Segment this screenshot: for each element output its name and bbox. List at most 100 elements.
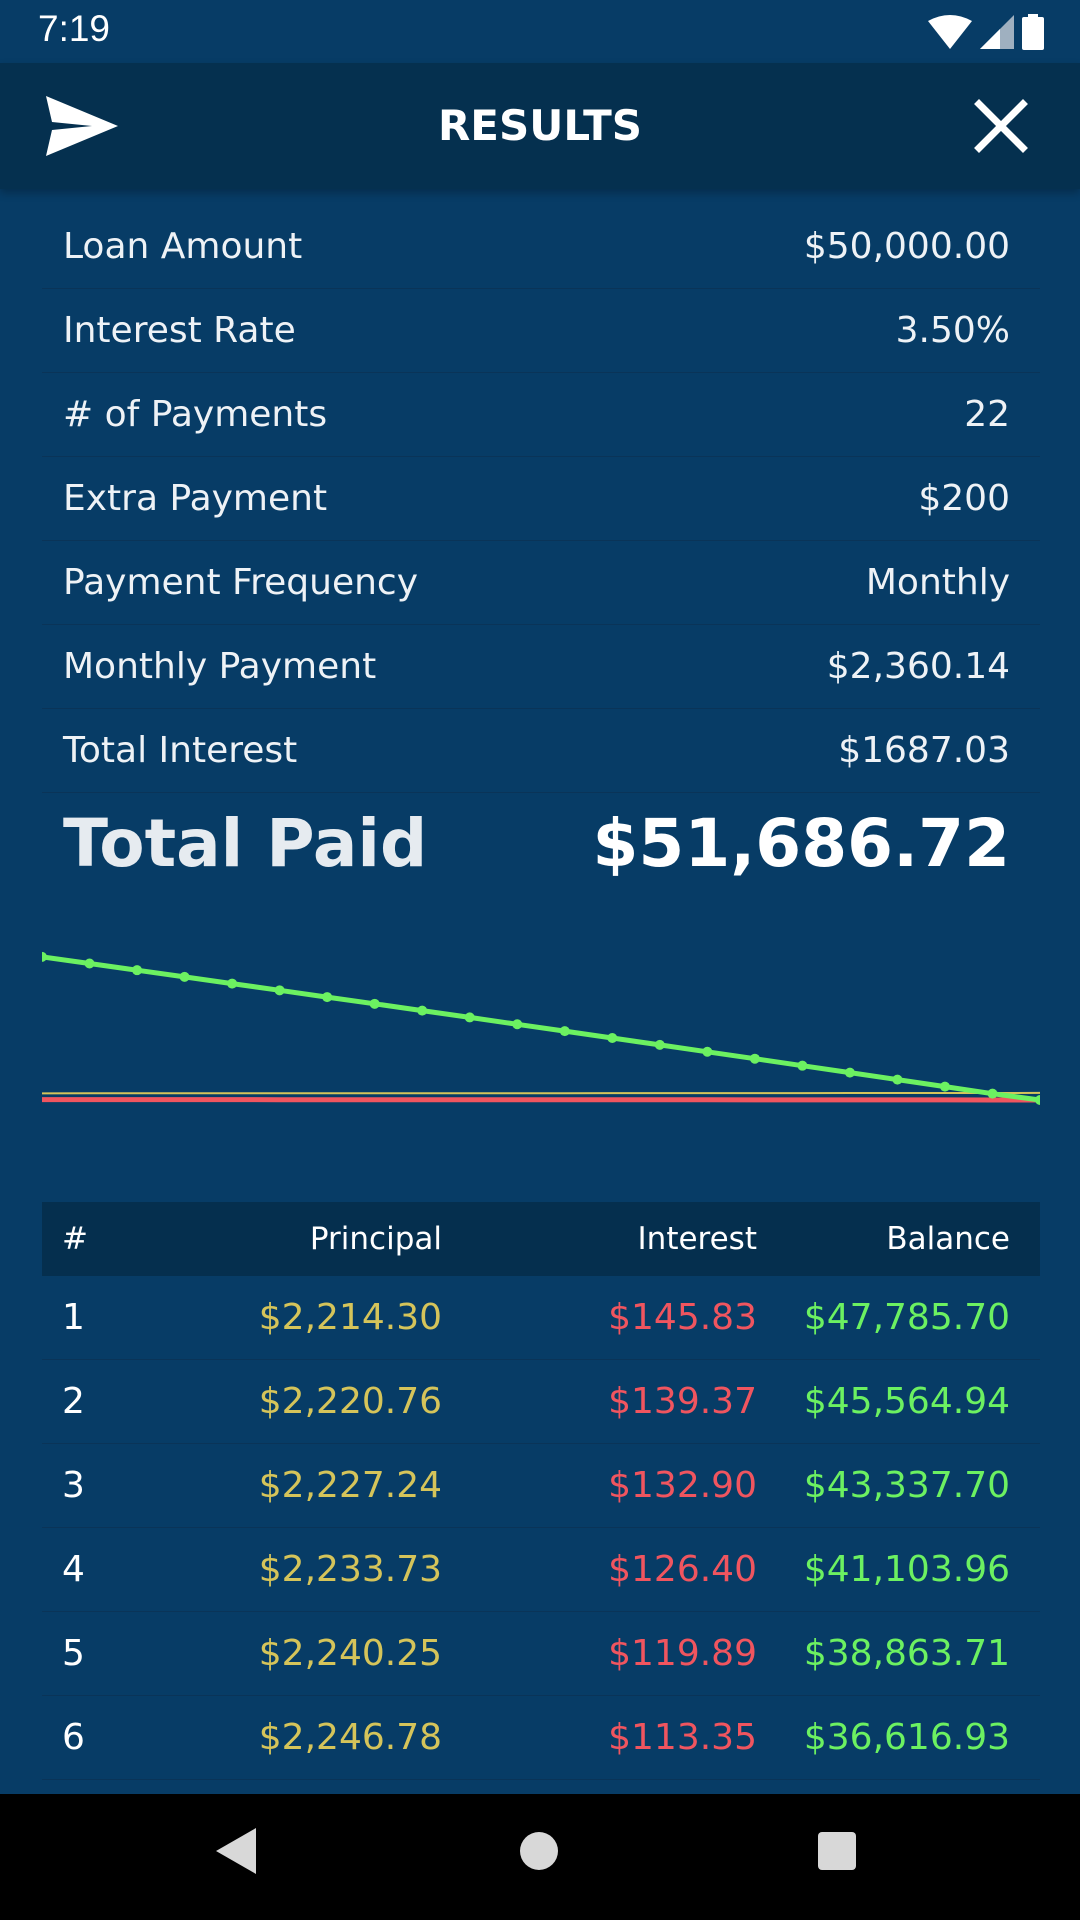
data-point bbox=[132, 965, 143, 976]
table-row: 4 $2,233.73 $126.40 $41,103.96 bbox=[42, 1528, 1040, 1612]
table-row: 3 $2,227.24 $132.90 $43,337.70 bbox=[42, 1444, 1040, 1528]
summary-label: # of Payments bbox=[63, 394, 328, 435]
row-balance: $38,863.71 bbox=[803, 1633, 1010, 1674]
table-header: # Principal Interest Balance bbox=[42, 1202, 1040, 1276]
summary-row-payment-frequency: Payment Frequency Monthly bbox=[42, 541, 1040, 625]
summary-row-extra-payment: Extra Payment $200 bbox=[42, 457, 1040, 541]
series-line-1 bbox=[42, 1091, 1040, 1095]
system-nav-bar bbox=[0, 1794, 1080, 1920]
wifi-icon bbox=[928, 15, 972, 49]
header-balance: Balance bbox=[886, 1221, 1010, 1257]
home-icon[interactable] bbox=[520, 1832, 558, 1870]
amortization-chart bbox=[42, 951, 1040, 1105]
row-interest: $139.37 bbox=[608, 1381, 757, 1422]
data-point bbox=[749, 1053, 760, 1064]
row-principal: $2,233.73 bbox=[258, 1549, 442, 1590]
row-num: 4 bbox=[62, 1549, 85, 1590]
row-balance: $45,564.94 bbox=[803, 1381, 1010, 1422]
total-paid-label: Total Paid bbox=[63, 804, 428, 882]
summary-label: Total Interest bbox=[63, 730, 298, 771]
signal-icon bbox=[980, 15, 1014, 49]
data-point bbox=[512, 1019, 523, 1030]
row-interest: $119.89 bbox=[608, 1633, 757, 1674]
recent-apps-icon[interactable] bbox=[818, 1832, 856, 1870]
row-balance: $47,785.70 bbox=[803, 1297, 1010, 1338]
data-point bbox=[179, 971, 190, 982]
row-num: 1 bbox=[62, 1297, 85, 1338]
data-point bbox=[464, 1012, 475, 1023]
app-bar: RESULTS bbox=[0, 63, 1080, 189]
row-num: 6 bbox=[62, 1717, 85, 1758]
row-principal: $2,246.78 bbox=[258, 1717, 442, 1758]
summary-value: $50,000.00 bbox=[803, 226, 1010, 267]
row-num: 3 bbox=[62, 1465, 85, 1506]
data-point bbox=[417, 1005, 428, 1016]
row-balance: $41,103.96 bbox=[803, 1549, 1010, 1590]
row-principal: $2,220.76 bbox=[258, 1381, 442, 1422]
battery-icon bbox=[1022, 14, 1044, 50]
summary-value: $200 bbox=[918, 478, 1010, 519]
status-bar: 7:19 bbox=[0, 0, 1080, 63]
row-num: 5 bbox=[62, 1633, 85, 1674]
summary-row-total-interest: Total Interest $1687.03 bbox=[42, 709, 1040, 793]
data-point bbox=[607, 1032, 618, 1043]
series-line-0 bbox=[42, 954, 1040, 1103]
data-point bbox=[42, 951, 47, 962]
row-interest: $132.90 bbox=[608, 1465, 757, 1506]
header-principal: Principal bbox=[309, 1221, 442, 1257]
row-principal: $2,214.30 bbox=[258, 1297, 442, 1338]
summary-value: 22 bbox=[964, 394, 1010, 435]
send-icon[interactable] bbox=[46, 96, 118, 156]
summary-value: 3.50% bbox=[895, 310, 1010, 351]
row-interest: $113.35 bbox=[608, 1717, 757, 1758]
summary-label: Extra Payment bbox=[63, 478, 328, 519]
table-row: 2 $2,220.76 $139.37 $45,564.94 bbox=[42, 1360, 1040, 1444]
data-point bbox=[1035, 1095, 1040, 1105]
header-interest: Interest bbox=[637, 1221, 757, 1257]
summary-label: Interest Rate bbox=[63, 310, 296, 351]
row-principal: $2,227.24 bbox=[258, 1465, 442, 1506]
table-row: 5 $2,240.25 $119.89 $38,863.71 bbox=[42, 1612, 1040, 1696]
row-interest: $145.83 bbox=[608, 1297, 757, 1338]
summary-value: Monthly bbox=[865, 562, 1010, 603]
summary-row-loan-amount: Loan Amount $50,000.00 bbox=[42, 205, 1040, 289]
data-point bbox=[987, 1088, 998, 1099]
data-point bbox=[892, 1074, 903, 1085]
table-row: 1 $2,214.30 $145.83 $47,785.70 bbox=[42, 1276, 1040, 1360]
row-num: 2 bbox=[62, 1381, 85, 1422]
data-point bbox=[559, 1026, 570, 1037]
summary-label: Payment Frequency bbox=[63, 562, 419, 603]
row-interest: $126.40 bbox=[608, 1549, 757, 1590]
close-icon[interactable] bbox=[974, 99, 1028, 153]
summary-label: Loan Amount bbox=[63, 226, 303, 267]
row-balance: $36,616.93 bbox=[803, 1717, 1010, 1758]
row-principal: $2,240.25 bbox=[258, 1633, 442, 1674]
summary-value: $1687.03 bbox=[838, 730, 1010, 771]
data-point bbox=[654, 1039, 665, 1050]
summary-row-monthly-payment: Monthly Payment $2,360.14 bbox=[42, 625, 1040, 709]
data-point bbox=[702, 1046, 713, 1057]
total-paid-value: $51,686.72 bbox=[592, 804, 1010, 882]
page-title: RESULTS bbox=[437, 101, 643, 150]
data-point bbox=[844, 1067, 855, 1078]
summary-value: $2,360.14 bbox=[826, 646, 1010, 687]
data-point bbox=[369, 998, 380, 1009]
data-point bbox=[227, 978, 238, 989]
data-point bbox=[274, 985, 285, 996]
summary-row-interest-rate: Interest Rate 3.50% bbox=[42, 289, 1040, 373]
header-num: # bbox=[62, 1221, 88, 1257]
status-time: 7:19 bbox=[38, 8, 111, 49]
payment-schedule-table: # Principal Interest Balance 1 $2,214.30… bbox=[42, 1202, 1040, 1780]
row-balance: $43,337.70 bbox=[803, 1465, 1010, 1506]
data-point bbox=[797, 1060, 808, 1071]
status-icons bbox=[928, 12, 1044, 52]
total-paid-row: Total Paid $51,686.72 bbox=[42, 795, 1040, 891]
table-row: 6 $2,246.78 $113.35 $36,616.93 bbox=[42, 1696, 1040, 1780]
data-point bbox=[322, 992, 333, 1003]
summary-list: Loan Amount $50,000.00 Interest Rate 3.5… bbox=[42, 205, 1040, 891]
data-point bbox=[939, 1081, 950, 1092]
summary-label: Monthly Payment bbox=[63, 646, 377, 687]
summary-row-num-payments: # of Payments 22 bbox=[42, 373, 1040, 457]
data-point bbox=[84, 958, 95, 969]
back-icon[interactable] bbox=[216, 1828, 256, 1874]
